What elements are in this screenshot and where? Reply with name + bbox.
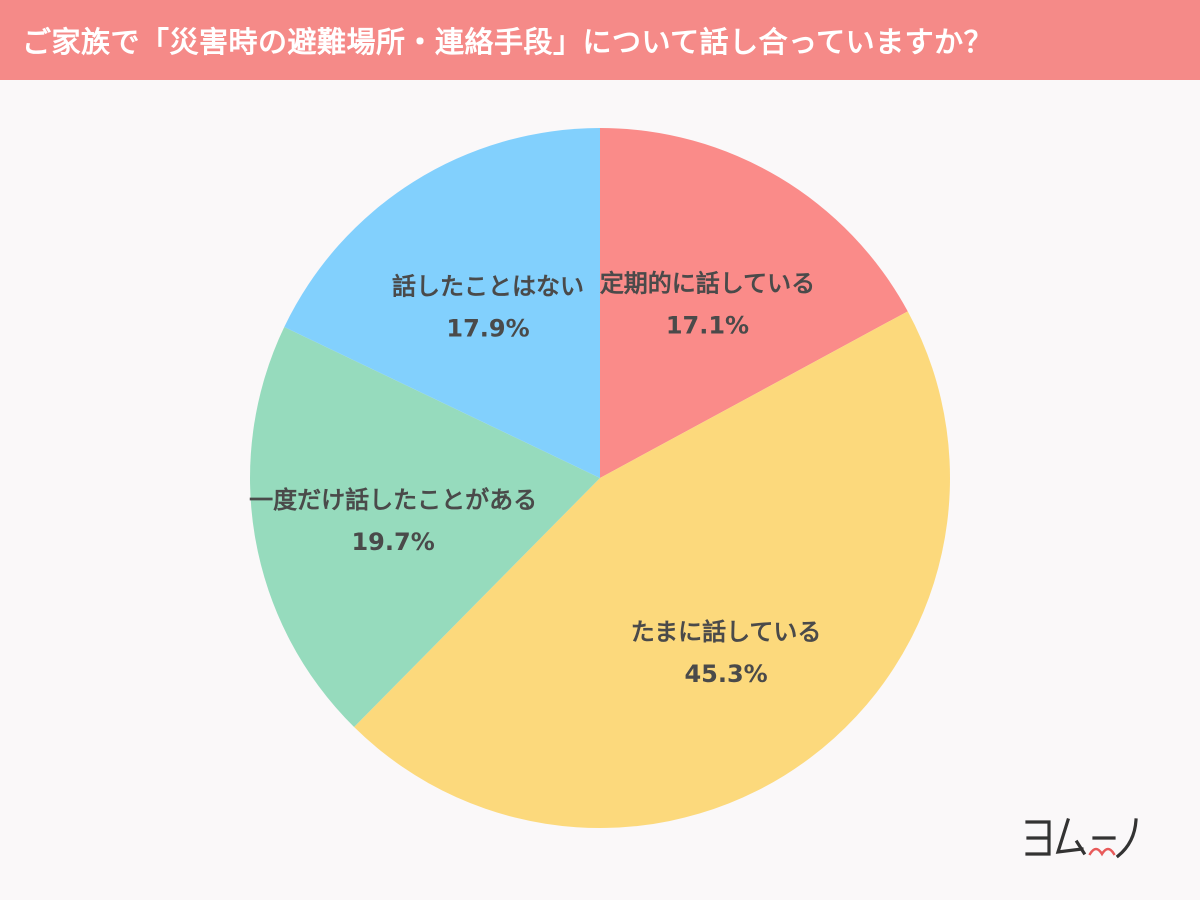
slice-category-label: 一度だけ話したことがある xyxy=(249,486,537,514)
slice-category-label: 定期的に話している xyxy=(600,270,815,298)
slice-value-label: 45.3% xyxy=(684,660,767,688)
title-bar: ご家族で「災害時の避難場所・連絡手段」について話し合っていますか？ xyxy=(0,0,1200,80)
slice-value-label: 19.7% xyxy=(351,528,434,556)
pie-chart: 定期的に話している 17.1% たまに話している 45.3% 一度だけ話したことがある 1… xyxy=(249,128,950,828)
slice-value-label: 17.9% xyxy=(446,314,529,342)
chart-title: ご家族で「災害時の避難場所・連絡手段」について話し合っていますか？ xyxy=(22,25,994,59)
slice-value-label: 17.1% xyxy=(666,312,749,340)
slice-category-label: たまに話している xyxy=(631,618,822,646)
pie-slice xyxy=(284,128,600,478)
brand-logo xyxy=(1025,817,1138,859)
slice-category-label: 話したことはない xyxy=(392,272,584,300)
pie-slice xyxy=(249,326,600,728)
pie-slice xyxy=(354,311,950,828)
pie-slice xyxy=(600,128,908,478)
